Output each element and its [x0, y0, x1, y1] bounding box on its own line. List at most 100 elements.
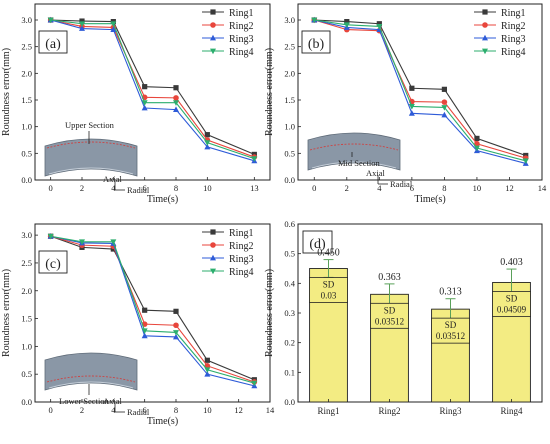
- x-axis-label: Time(s): [147, 194, 178, 205]
- y-tick-label: 2.0: [284, 68, 295, 78]
- sd-value: 0.03: [321, 291, 337, 301]
- y-tick-label: 0.5: [21, 148, 32, 158]
- data-point: [473, 145, 480, 152]
- x-tick-label: 14: [266, 405, 275, 415]
- legend-marker: [482, 9, 488, 15]
- axial-label: Axial: [103, 396, 123, 406]
- data-point: [173, 333, 179, 340]
- y-tick-label: 3.0: [21, 15, 32, 25]
- data-point: [142, 307, 148, 313]
- legend-marker: [210, 242, 216, 248]
- legend-marker: [210, 229, 216, 235]
- legend-label: Ring3: [229, 34, 253, 45]
- data-point: [110, 26, 117, 32]
- sd-box: [309, 277, 348, 303]
- data-point: [141, 100, 148, 106]
- x-tick-label: 8: [174, 405, 178, 415]
- data-point: [173, 322, 179, 329]
- x-tick-label: 10: [473, 183, 482, 193]
- legend-label: Ring4: [229, 267, 253, 278]
- y-tick-label: 2.5: [21, 258, 32, 268]
- plot-frame: [297, 3, 543, 181]
- radial-label: Radial: [127, 185, 150, 195]
- series-line-ring1: [50, 19, 255, 155]
- section-label: Mid Section: [338, 158, 381, 168]
- data-point: [343, 22, 350, 28]
- data-point: [79, 25, 85, 31]
- y-axis-label: Roundness error(mm): [264, 48, 275, 136]
- y-tick-label: 0.5: [21, 369, 32, 379]
- sd-box: [492, 291, 531, 317]
- section-line: [309, 143, 399, 151]
- y-tick-label: 1.0: [284, 122, 295, 132]
- y-tick-label: 0.5: [284, 249, 295, 259]
- sd-box: [370, 302, 409, 329]
- data-point: [142, 84, 148, 90]
- value-label: 0.313: [439, 287, 462, 298]
- value-label: 0.363: [378, 272, 401, 283]
- category-label: Ring3: [439, 406, 462, 416]
- y-tick-label: 0.0: [21, 397, 32, 407]
- legend-marker: [210, 254, 216, 261]
- data-point: [173, 95, 179, 101]
- axial-label: Axial: [366, 168, 386, 178]
- data-point: [173, 330, 179, 336]
- x-tick-label: 4: [377, 183, 382, 193]
- x-tick-label: 12: [505, 183, 514, 193]
- legend-label: Ring1: [501, 8, 525, 19]
- y-tick-label: 2.0: [21, 68, 32, 78]
- data-point: [204, 132, 210, 138]
- sd-title: SD: [445, 320, 457, 330]
- sd-value: 0.03512: [375, 316, 404, 326]
- sd-value: 0.03512: [436, 331, 465, 341]
- ring-inner-edge: [48, 381, 134, 389]
- panel-label-box: [38, 250, 68, 274]
- y-tick-label: 1.0: [21, 341, 32, 351]
- legend-label: Ring2: [229, 241, 253, 252]
- y-tick-label: 0.0: [21, 175, 32, 185]
- y-tick-label: 1.5: [284, 95, 295, 105]
- y-tick-label: 0.4: [284, 278, 295, 288]
- value-label: 0.403: [500, 257, 523, 268]
- data-point: [474, 140, 480, 147]
- x-tick-label: 0: [49, 405, 53, 415]
- plot-frame: [34, 3, 271, 181]
- x-tick-label: 2: [345, 183, 349, 193]
- data-point: [522, 158, 529, 164]
- x-tick-label: 14: [538, 183, 547, 193]
- panel-label: (b): [308, 37, 325, 52]
- data-point: [141, 104, 148, 111]
- x-tick-label: 8: [174, 183, 178, 193]
- panel-label: (c): [45, 257, 61, 272]
- data-point: [47, 17, 54, 24]
- ring-body: [44, 352, 138, 391]
- data-point: [79, 21, 85, 27]
- ring-body: [307, 132, 401, 171]
- section-label: Upper Section: [65, 120, 115, 130]
- line-chart-2: 0.00.51.01.52.02.53.00 2 4 6 8 10 12 14Time(s)R…: [264, 3, 547, 205]
- data-point: [376, 24, 383, 30]
- data-point: [204, 357, 210, 363]
- legend-marker: [210, 9, 216, 15]
- data-point: [408, 104, 415, 110]
- legend-marker: [482, 48, 488, 55]
- data-point: [251, 156, 258, 162]
- data-point: [344, 19, 350, 25]
- legend-label: Ring4: [229, 47, 253, 58]
- x-axis-label: Time(s): [414, 194, 445, 205]
- data-point: [173, 100, 179, 106]
- legend-label: Ring3: [501, 34, 525, 45]
- y-axis-label: Roundness error(mm): [1, 48, 12, 136]
- legend-label: Ring4: [501, 47, 525, 58]
- data-point: [173, 106, 179, 112]
- data-point: [204, 367, 211, 373]
- y-tick-label: 0.2: [284, 338, 295, 348]
- x-tick-label: 6: [143, 183, 147, 193]
- data-point: [110, 21, 117, 27]
- legend-marker: [210, 268, 216, 275]
- series-line-ring2: [50, 19, 255, 158]
- data-point: [441, 86, 447, 92]
- data-point: [79, 18, 85, 24]
- axial-label: Axial: [103, 174, 123, 184]
- sd-title: SD: [506, 293, 518, 303]
